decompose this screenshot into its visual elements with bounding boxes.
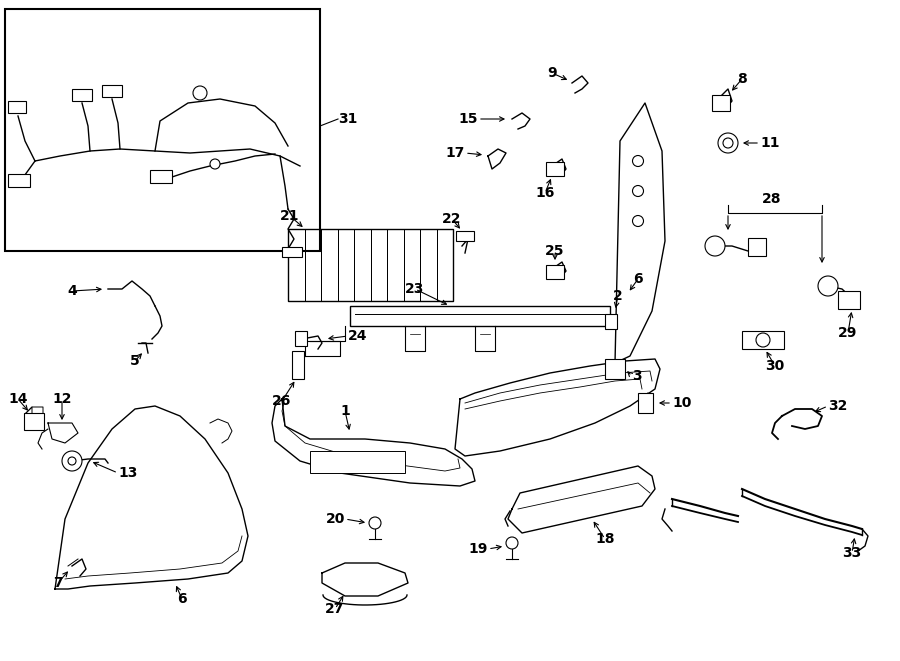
Text: 7: 7 [53,576,63,590]
Text: 9: 9 [547,66,557,80]
Bar [282,247,302,257]
Text: 10: 10 [672,396,691,410]
Bar [8,101,26,113]
Bar [5,9,320,251]
Text: 32: 32 [828,399,848,413]
Bar [605,314,617,329]
Polygon shape [55,406,248,589]
Bar [546,265,564,279]
Bar [605,359,625,379]
Text: 2: 2 [613,289,623,303]
Bar [546,162,564,176]
Text: 33: 33 [842,546,861,560]
Text: 1: 1 [340,404,350,418]
Circle shape [756,333,770,347]
Text: 26: 26 [273,394,292,408]
Circle shape [633,186,643,196]
Polygon shape [272,399,475,486]
Circle shape [633,215,643,227]
Bar [150,170,172,183]
Text: 6: 6 [177,592,187,606]
Circle shape [506,537,518,549]
Text: 19: 19 [469,542,488,556]
Polygon shape [508,466,655,533]
Text: 13: 13 [118,466,138,480]
Text: 31: 31 [338,112,357,126]
Circle shape [718,133,738,153]
Text: 30: 30 [765,359,785,373]
Bar [72,89,92,101]
Text: 4: 4 [68,284,76,298]
Text: 25: 25 [545,244,565,258]
Text: 21: 21 [280,209,300,223]
Text: 11: 11 [760,136,779,150]
Circle shape [633,155,643,167]
Circle shape [818,276,838,296]
Bar [638,393,653,413]
Text: 23: 23 [405,282,425,296]
Text: 29: 29 [838,326,858,340]
Text: 17: 17 [446,146,465,160]
Text: 3: 3 [632,369,642,383]
Circle shape [62,451,82,471]
Bar [310,451,405,473]
Bar [8,174,30,187]
Bar [742,331,784,349]
Bar [292,351,304,379]
Text: 12: 12 [52,392,72,406]
Text: 5: 5 [130,354,140,368]
Circle shape [193,86,207,100]
Text: 8: 8 [737,72,747,86]
Text: 6: 6 [634,272,643,286]
Text: 14: 14 [8,392,28,406]
FancyBboxPatch shape [350,306,610,326]
Circle shape [68,457,76,465]
Polygon shape [322,563,408,596]
FancyBboxPatch shape [24,413,44,430]
Bar [838,291,860,309]
Polygon shape [615,103,665,363]
Text: 16: 16 [536,186,554,200]
Bar [712,95,730,111]
Circle shape [723,138,733,148]
Bar [456,231,474,241]
Polygon shape [455,359,660,456]
Bar [748,238,766,256]
Polygon shape [48,423,78,443]
Bar [295,331,307,346]
Text: 24: 24 [348,329,367,343]
Text: 15: 15 [458,112,478,126]
Text: 27: 27 [325,602,345,616]
Circle shape [210,159,220,169]
Text: 22: 22 [442,212,462,226]
Bar [288,229,453,301]
Circle shape [705,236,725,256]
Bar [102,85,122,97]
Text: 28: 28 [762,192,782,206]
Text: 18: 18 [595,532,615,546]
Text: 20: 20 [326,512,345,526]
Circle shape [369,517,381,529]
